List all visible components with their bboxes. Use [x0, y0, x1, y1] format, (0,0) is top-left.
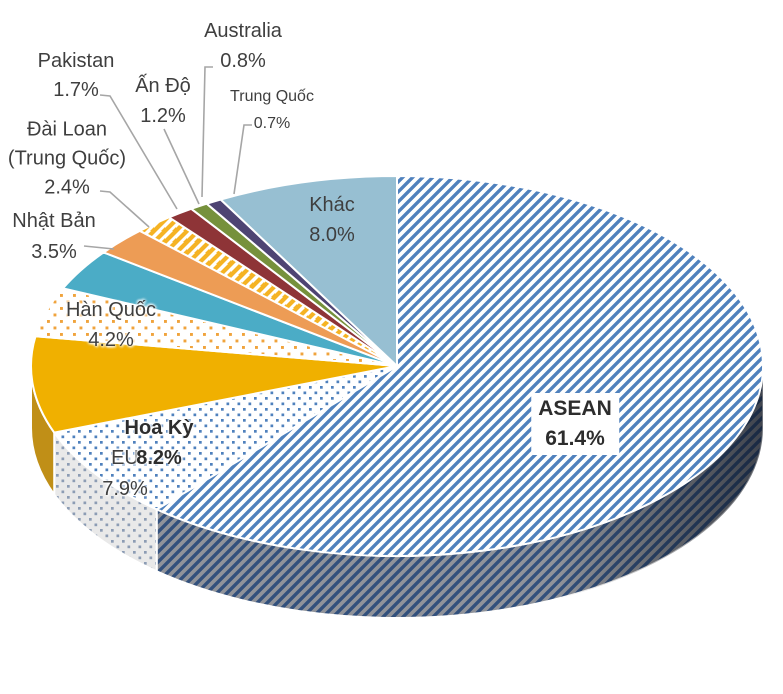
label-khac-name: Khác	[309, 194, 355, 216]
leader-line-5	[83, 245, 115, 250]
label-nhat-ban-value: 3.5%	[31, 241, 77, 263]
label-khac: Khác 8.0%	[309, 190, 355, 250]
label-asean-value: 61.4%	[545, 427, 605, 450]
label-hoa-ky-name: Hoa Kỳ	[124, 417, 194, 439]
label-nhat-ban-name: Nhật Bản	[12, 210, 96, 232]
label-pakistan-value: 1.7%	[53, 79, 99, 101]
label-asean: ASEAN 61.4%	[531, 393, 619, 455]
label-hoa-ky: Hoa Kỳ 8.2%	[125, 413, 194, 473]
label-dai-loan-name1: Đài Loan	[26, 118, 108, 141]
label-dai-loan: Đài Loan (Trung Quốc) 2.4%	[8, 116, 126, 203]
pie-side-shade	[156, 366, 763, 618]
label-dai-loan-value: 2.4%	[44, 176, 90, 199]
label-pakistan-name: Pakistan	[37, 50, 115, 72]
label-trung-quoc-name: Trung Quốc	[230, 88, 314, 105]
label-han-quoc: Hàn Quốc 4.2%	[66, 295, 156, 355]
label-an-do: Ấn Độ 1.2%	[135, 71, 191, 131]
label-eu: EU 7.9%	[102, 443, 148, 505]
label-nhat-ban: Nhật Bản 3.5%	[12, 206, 95, 268]
label-australia: Australia 0.8%	[204, 16, 282, 76]
label-australia-name: Australia	[204, 20, 282, 42]
label-an-do-value: 1.2%	[140, 105, 186, 127]
label-han-quoc-value: 4.2%	[88, 329, 134, 351]
pie-slice-10	[219, 175, 398, 367]
label-hoa-ky-value: 8.2%	[136, 447, 182, 469]
leader-line-3	[99, 94, 178, 210]
label-trung-quoc: Trung Quốc 0.7%	[230, 83, 314, 137]
leader-line-0	[201, 66, 213, 198]
label-trung-quoc-value: 0.7%	[253, 115, 291, 132]
label-eu-name: EU	[111, 447, 139, 469]
pie-slice-1	[53, 365, 398, 511]
label-asean-name: ASEAN	[538, 397, 612, 420]
leader-line-1	[233, 124, 252, 195]
label-han-quoc-name: Hàn Quốc	[65, 299, 157, 321]
leader-line-2	[163, 128, 200, 205]
label-australia-value: 0.8%	[220, 50, 266, 72]
label-eu-value: 7.9%	[102, 478, 148, 500]
label-an-do-name: Ấn Độ	[135, 75, 191, 97]
pie-slice-2	[30, 335, 398, 434]
leader-line-4	[99, 190, 150, 228]
label-khac-value: 8.0%	[309, 224, 355, 246]
label-dai-loan-name2: (Trung Quốc)	[7, 147, 127, 170]
label-pakistan: Pakistan 1.7%	[38, 47, 115, 105]
pie-slice-0	[155, 175, 764, 557]
